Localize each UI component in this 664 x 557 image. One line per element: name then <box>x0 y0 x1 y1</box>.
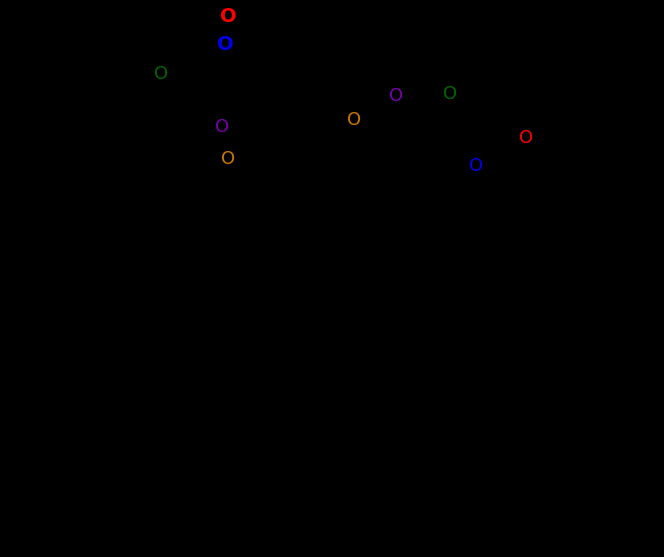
Text: O: O <box>215 118 229 136</box>
Text: O: O <box>216 35 233 53</box>
Text: O: O <box>220 7 236 26</box>
Text: O: O <box>443 85 457 103</box>
Text: O: O <box>519 129 533 147</box>
Text: O: O <box>221 150 235 168</box>
Text: O: O <box>469 157 483 175</box>
Text: O: O <box>154 65 168 83</box>
Text: O: O <box>389 87 403 105</box>
Text: O: O <box>347 111 361 129</box>
